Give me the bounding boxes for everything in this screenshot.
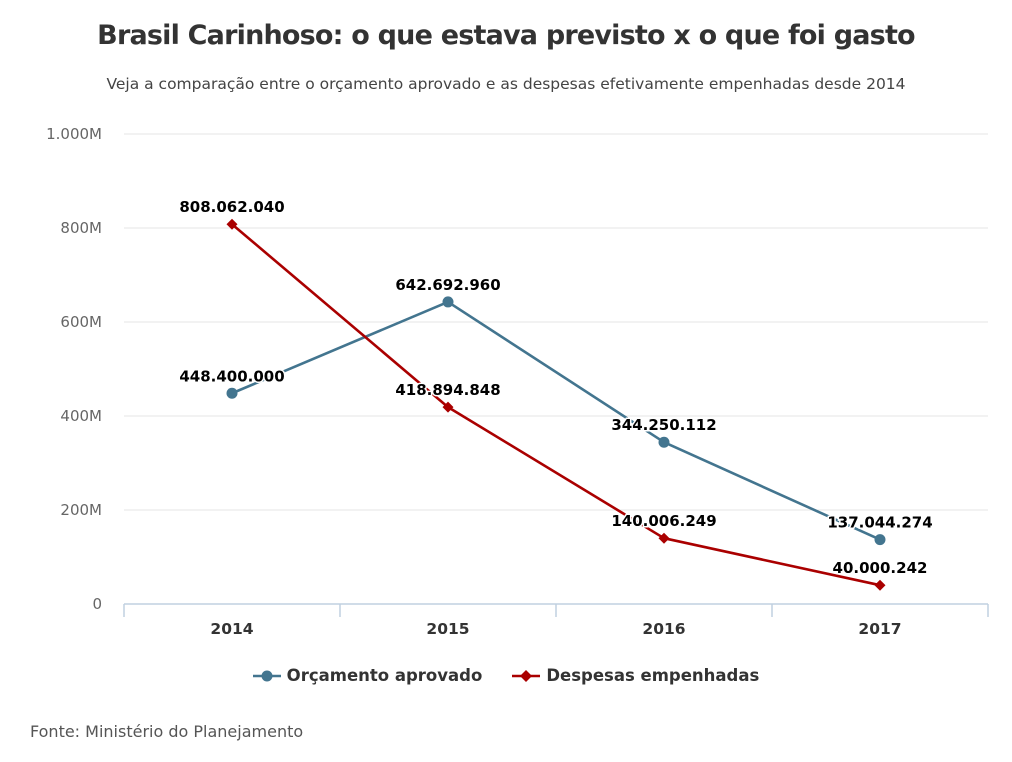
y-tick-label: 200M [60,501,102,519]
data-label: 344.250.112 [611,416,716,434]
y-tick-label: 800M [60,219,102,237]
data-point[interactable] [442,401,454,413]
x-axis: 2014 2015 2016 2017 [123,603,989,638]
data-point[interactable] [658,436,670,448]
legend-item-orcamento[interactable]: Orçamento aprovado [252,666,483,685]
data-labels: 448.400.000 642.692.960 344.250.112 137.044… [178,197,934,579]
data-point[interactable] [442,296,454,308]
x-tick-label: 2017 [858,620,901,638]
data-label: 40.000.242 [833,559,928,577]
y-tick-label: 600M [60,313,102,331]
chart-legend: Orçamento aprovado Despesas empenhadas [0,666,1012,685]
line-chart: 0 200M 400M 600M 800M 1.000M 2014 2015 2016 2017… [46,125,989,638]
circle-marker-icon [252,670,281,681]
x-tick-label: 2014 [210,620,253,638]
chart-subtitle: Veja a comparação entre o orçamento apro… [106,75,906,93]
data-point[interactable] [226,387,238,399]
x-tick-label: 2015 [426,620,469,638]
data-label: 448.400.000 [179,367,284,385]
series-line [230,300,882,541]
y-tick-label: 400M [60,407,102,425]
source-note: Fonte: Ministério do Planejamento [30,722,304,741]
y-tick-label: 0 [92,595,102,613]
legend-item-despesas[interactable]: Despesas empenhadas [512,666,759,685]
y-axis-ticks: 0 200M 400M 600M 800M 1.000M [46,125,102,613]
legend-marker-despesas [520,669,533,682]
data-label: 642.692.960 [395,276,500,294]
x-tick-label: 2016 [642,620,685,638]
data-point[interactable] [874,579,886,591]
data-label: 140.006.249 [611,512,716,530]
data-point[interactable] [226,218,238,230]
data-label: 418.894.848 [395,381,500,399]
legend-marker-orcamento [261,670,273,681]
diamond-marker-icon [512,669,541,682]
chart-title: Brasil Carinhoso: o que estava previsto … [97,20,915,51]
data-point[interactable] [874,534,886,546]
y-tick-label: 1.000M [46,125,102,143]
series-line [230,222,882,587]
grid-lines [124,133,988,511]
data-label: 137.044.274 [827,514,932,532]
legend-label-despesas: Despesas empenhadas [546,666,760,685]
legend-label-orcamento: Orçamento aprovado [286,666,483,685]
series-lines [226,218,886,591]
data-point[interactable] [658,532,670,544]
data-label: 808.062.040 [179,198,284,216]
